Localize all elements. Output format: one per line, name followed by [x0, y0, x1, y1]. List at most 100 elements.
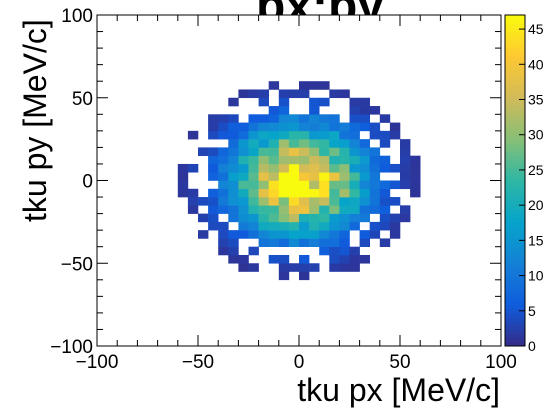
heatmap-cell [278, 254, 290, 264]
colorbar-segment [505, 130, 525, 136]
heatmap-cell [288, 130, 300, 140]
heatmap-cell [228, 197, 239, 206]
heatmap-cell [299, 188, 310, 198]
heatmap-cell [349, 263, 360, 272]
heatmap-cell [198, 230, 209, 239]
heatmap-cell [258, 89, 269, 99]
heatmap-cell [278, 205, 290, 214]
colorbar-tick-label: 15 [528, 232, 544, 248]
heatmap-cell [299, 180, 310, 190]
heatmap-cell [278, 130, 290, 140]
heatmap-cell [248, 89, 259, 99]
heatmap-cell [218, 172, 229, 181]
heatmap-cell [319, 238, 330, 247]
colorbar-segment [505, 292, 525, 297]
colorbar-segment [505, 39, 525, 45]
heatmap-cell [309, 139, 320, 148]
heatmap-cell [410, 188, 421, 198]
heatmap-cell [379, 238, 391, 247]
heatmap-cell [369, 122, 381, 132]
heatmap-cell [389, 180, 401, 190]
colorbar-segment [505, 77, 525, 82]
heatmap-cell [359, 238, 370, 247]
heatmap-cell [228, 230, 239, 239]
heatmap-cell [309, 114, 320, 123]
heatmap-cell [329, 188, 340, 198]
heatmap-cell [238, 205, 249, 214]
colorbar-tick-label: 40 [528, 56, 544, 72]
heatmap-cell [208, 155, 219, 165]
heatmap-cell [349, 221, 360, 231]
heatmap-cell [309, 172, 320, 181]
heatmap-cell [187, 130, 199, 140]
heatmap-cell [349, 114, 360, 123]
heatmap-cell [359, 114, 370, 123]
colorbar-segment [505, 163, 525, 169]
heatmap-cell [288, 180, 300, 190]
heatmap-cell [349, 163, 360, 173]
heatmap-cell [400, 213, 411, 223]
heatmap-cell [248, 213, 259, 223]
heatmap-cell [309, 263, 320, 272]
heatmap-cell [349, 97, 360, 107]
heatmap-cell [248, 163, 259, 173]
heatmap-cell [410, 180, 421, 190]
heatmap-cell [329, 238, 340, 247]
heatmap-cell [389, 197, 401, 206]
colorbar-segment [505, 60, 525, 66]
heatmap-cell [329, 254, 340, 264]
colorbar-tick-label: 20 [528, 197, 544, 213]
heatmap-cell [359, 155, 370, 165]
colorbar-segment [505, 254, 525, 260]
heatmap-cell [299, 213, 310, 223]
heatmap-cell [228, 254, 239, 264]
heatmap-cell [369, 106, 381, 115]
heatmap-cell [268, 114, 280, 123]
heatmap-cell [228, 147, 239, 156]
colorbar-segment [505, 180, 525, 186]
heatmap-cell [309, 221, 320, 231]
y-tick-label: −100 [50, 337, 93, 358]
heatmap-cell [400, 147, 411, 156]
heatmap-cell [198, 147, 209, 156]
heatmap-cell [208, 122, 219, 132]
heatmap-cell [379, 114, 391, 123]
colorbar-segment [505, 176, 525, 181]
colorbar-segment [505, 168, 525, 173]
heatmap-cell [268, 188, 280, 198]
heatmap-cell [339, 263, 350, 272]
heatmap-cell [248, 230, 259, 239]
heatmap-cell [238, 147, 249, 156]
colorbar-segment [505, 139, 525, 144]
heatmap-cell [369, 188, 381, 198]
heatmap-cell [258, 205, 269, 214]
colorbar-segment [505, 43, 525, 49]
heatmap-cell [258, 188, 269, 198]
heatmap-cell [299, 155, 310, 165]
heatmap-cell [319, 197, 330, 206]
heatmap-cell [319, 81, 330, 90]
heatmap-cell [268, 172, 280, 181]
heatmap-cell [299, 130, 310, 140]
colorbar-segment [505, 325, 525, 330]
heatmap-cell [248, 172, 259, 181]
heatmap-cell [208, 163, 219, 173]
heatmap-cell [339, 246, 350, 256]
heatmap-cell [309, 147, 320, 156]
y-tick-label: −50 [61, 254, 93, 275]
heatmap-cell [359, 139, 370, 148]
heatmap-cell [228, 172, 239, 181]
heatmap-cell [288, 263, 300, 272]
heatmap-cell [329, 205, 340, 214]
colorbar-segment [505, 89, 525, 95]
heatmap-cell [288, 89, 300, 99]
heatmap-cell [258, 97, 269, 107]
heatmap-cell [309, 81, 320, 90]
heatmap-cell [248, 188, 259, 198]
heatmap-cell [369, 147, 381, 156]
colorbar-segment [505, 85, 525, 90]
heatmap-cell [177, 188, 189, 198]
colorbar-segment [505, 27, 525, 32]
heatmap-cell [379, 163, 391, 173]
heatmap-cell [238, 180, 249, 190]
